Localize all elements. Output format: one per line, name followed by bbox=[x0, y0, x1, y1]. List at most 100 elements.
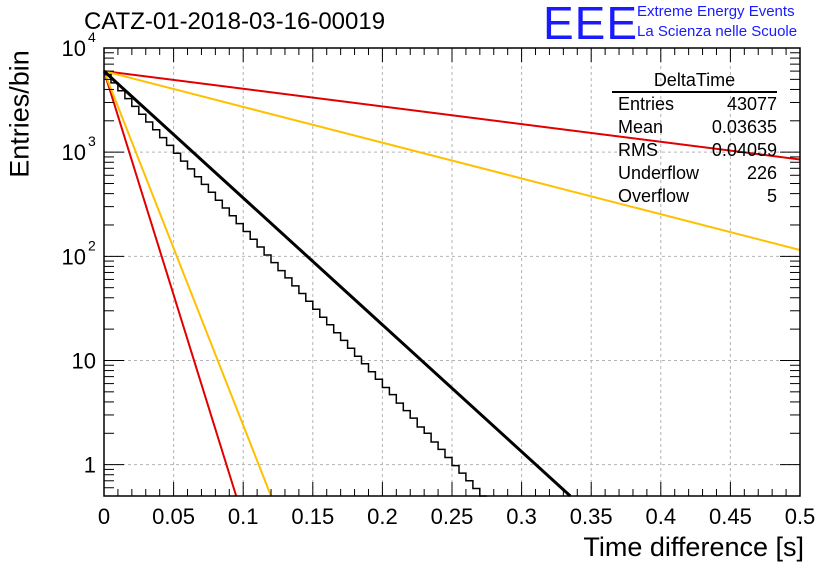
histogram-bin bbox=[431, 442, 438, 496]
curve-fit bbox=[102, 69, 572, 498]
histogram-bin bbox=[313, 309, 320, 496]
histogram-bin bbox=[320, 317, 327, 496]
stats-value: 5 bbox=[766, 186, 777, 206]
x-tick-label: 0.15 bbox=[291, 504, 334, 529]
histogram-bin bbox=[264, 255, 271, 496]
histogram-bin bbox=[348, 348, 355, 496]
histogram-bin bbox=[341, 340, 348, 496]
y-tick-label: 10 bbox=[62, 140, 86, 165]
histogram-bin bbox=[396, 403, 403, 496]
histogram-bin bbox=[389, 395, 396, 496]
stats-row: Underflow 226 bbox=[612, 162, 777, 185]
histogram-bin bbox=[188, 169, 195, 496]
stats-title: DeltaTime bbox=[612, 70, 777, 93]
histogram-bin bbox=[215, 200, 222, 496]
y-axis-label: Entries/bin bbox=[4, 50, 35, 178]
stats-label: Entries bbox=[618, 94, 675, 114]
histogram-bin bbox=[334, 333, 341, 496]
histogram-bin bbox=[229, 216, 236, 496]
histogram-bin bbox=[111, 83, 118, 496]
histogram-bin bbox=[236, 224, 243, 496]
histogram-bin bbox=[299, 293, 306, 496]
histogram-bin bbox=[445, 458, 452, 496]
y-tick-exponent: 4 bbox=[88, 29, 96, 45]
stats-value: 43077 bbox=[726, 94, 777, 114]
histogram-bin bbox=[375, 379, 382, 496]
histogram-bin bbox=[104, 75, 111, 496]
y-tick-exponent: 3 bbox=[88, 133, 96, 149]
grid-lines bbox=[104, 48, 800, 496]
stats-row: Mean 0.03635 bbox=[612, 116, 777, 139]
logo-line-2: La Scienza nelle Scuole bbox=[637, 23, 798, 40]
histogram-bin bbox=[306, 301, 313, 496]
x-tick-label: 0.4 bbox=[646, 504, 677, 529]
x-tick-label: 0.2 bbox=[367, 504, 398, 529]
curve-red bbox=[103, 70, 801, 161]
histogram-bin bbox=[327, 325, 334, 496]
histogram-bin bbox=[153, 130, 160, 496]
histogram-bin bbox=[466, 481, 473, 496]
histogram-bin bbox=[473, 489, 480, 496]
histogram-bin bbox=[368, 372, 375, 496]
curves bbox=[102, 69, 801, 498]
logo-line-1: Extreme Energy Events bbox=[637, 3, 795, 20]
histogram-bin bbox=[410, 418, 417, 496]
histogram-bin bbox=[417, 427, 424, 496]
x-tick-label: 0 bbox=[98, 504, 110, 529]
stats-row: Entries 43077 bbox=[612, 93, 777, 116]
histogram-bin bbox=[271, 263, 278, 496]
histogram-bin bbox=[403, 411, 410, 496]
histogram-bin bbox=[285, 278, 292, 496]
stats-label: Mean bbox=[618, 117, 664, 137]
eee-logo-subtitle: Extreme Energy Events La Scienza nelle S… bbox=[637, 2, 797, 42]
x-tick-label: 0.45 bbox=[709, 504, 752, 529]
y-tick-label: 10 bbox=[62, 36, 86, 61]
x-tick-label: 0.35 bbox=[570, 504, 613, 529]
x-tick-label: 0.1 bbox=[228, 504, 259, 529]
histogram-bin bbox=[382, 388, 389, 496]
histogram-bin bbox=[278, 271, 285, 496]
stats-label: RMS bbox=[618, 140, 658, 160]
histogram-bin bbox=[243, 232, 250, 496]
histogram-bin bbox=[139, 114, 146, 496]
stats-label: Underflow bbox=[618, 163, 700, 183]
x-tick-label: 0.05 bbox=[152, 504, 195, 529]
histogram-bin bbox=[174, 153, 181, 496]
histogram-bin bbox=[118, 91, 125, 496]
x-tick-label: 0.5 bbox=[785, 504, 816, 529]
histogram-bin bbox=[160, 138, 167, 496]
y-tick-label: 10 bbox=[72, 348, 96, 373]
histogram-bin bbox=[459, 473, 466, 496]
stats-value: 0.04059 bbox=[711, 140, 777, 160]
histogram-bin bbox=[194, 177, 201, 496]
histogram-bin bbox=[201, 184, 208, 496]
histogram-bin bbox=[257, 247, 264, 496]
histogram bbox=[104, 73, 487, 497]
histogram-bin bbox=[167, 145, 174, 496]
histogram-bin bbox=[452, 466, 459, 496]
curve-yellow bbox=[103, 70, 272, 497]
x-tick-labels: 0 0.05 0.1 0.15 0.2 0.25 0.3 0.35 0.4 0.45 0.5 bbox=[98, 504, 815, 529]
y-tick-exponent: 2 bbox=[88, 237, 96, 253]
histogram-bin bbox=[362, 364, 369, 496]
x-tick-label: 0.25 bbox=[431, 504, 474, 529]
ticks bbox=[103, 47, 801, 496]
stats-value: 0.03635 bbox=[711, 117, 777, 137]
stats-row: RMS 0.04059 bbox=[612, 139, 777, 162]
histogram-outline bbox=[104, 73, 487, 497]
y-tick-label: 10 bbox=[62, 244, 86, 269]
chart-title: CATZ-01-2018-03-16-00019 bbox=[84, 8, 386, 35]
x-axis-label: Time difference [s] bbox=[583, 532, 804, 562]
curve-red bbox=[103, 70, 238, 497]
stats-label: Overflow bbox=[618, 186, 690, 206]
histogram-bin bbox=[438, 449, 445, 496]
eee-logo: EEE bbox=[543, 0, 639, 49]
curve-yellow bbox=[103, 70, 801, 251]
stats-row: Overflow 5 bbox=[612, 185, 777, 208]
x-tick-label: 0.3 bbox=[506, 504, 537, 529]
histogram-bin bbox=[355, 356, 362, 496]
stats-value: 226 bbox=[746, 163, 777, 183]
y-tick-label: 1 bbox=[84, 453, 96, 478]
